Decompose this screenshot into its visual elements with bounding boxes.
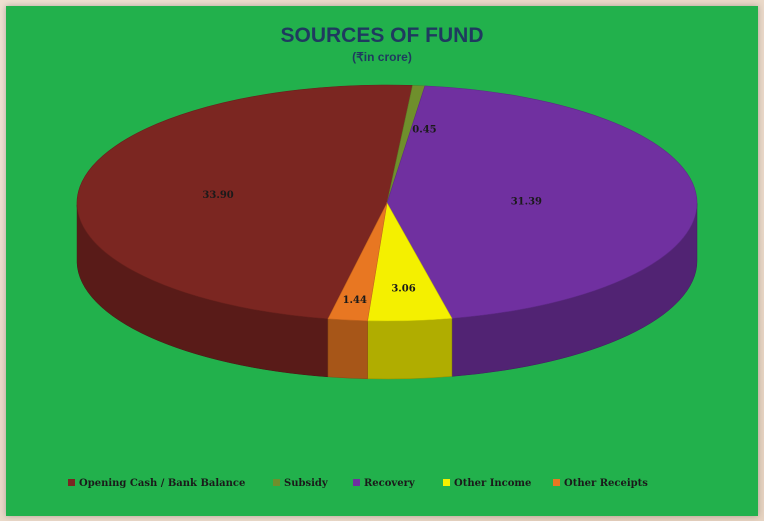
pie-slice-other-receipts bbox=[327, 202, 388, 322]
legend-swatch bbox=[353, 479, 360, 486]
legend-swatch bbox=[273, 479, 280, 486]
legend-label: Opening Cash / Bank Balance bbox=[79, 478, 245, 489]
pie-side-walls bbox=[76, 203, 698, 380]
legend-label: Recovery bbox=[364, 478, 416, 489]
legend-label: Other Receipts bbox=[564, 478, 648, 489]
data-label-other-income: 3.06 bbox=[391, 284, 415, 295]
legend-item-opening-cash-bank-balance: Opening Cash / Bank Balance bbox=[68, 478, 245, 489]
pie-chart: SOURCES OF FUND (₹in crore) 33.90 0.45 31.39… bbox=[68, 24, 698, 489]
chart-title: SOURCES OF FUND bbox=[280, 24, 483, 47]
data-label-other-receipts: 1.44 bbox=[343, 295, 367, 306]
pie-side-other-receipts bbox=[327, 318, 368, 380]
legend-swatch bbox=[443, 479, 450, 486]
chart-panel: SOURCES OF FUND (₹in crore) 33.90 0.45 31.39… bbox=[6, 6, 758, 516]
legend-item-recovery: Recovery bbox=[353, 478, 416, 489]
data-label-recovery: 31.39 bbox=[511, 197, 542, 208]
pie-slice-opening-cash-bank-balance bbox=[76, 84, 413, 320]
pie-slice-recovery bbox=[386, 85, 698, 319]
data-label-opening-cash-bank-balance: 33.90 bbox=[202, 190, 233, 201]
chart-subtitle: (₹in crore) bbox=[352, 50, 412, 64]
legend-swatch bbox=[68, 479, 75, 486]
legend-item-subsidy: Subsidy bbox=[273, 478, 329, 489]
data-label-subsidy: 0.45 bbox=[412, 124, 436, 135]
legend-label: Other Income bbox=[454, 478, 531, 489]
legend: Opening Cash / Bank Balance Subsidy Recove… bbox=[68, 478, 648, 489]
pie-top-faces bbox=[76, 84, 698, 322]
pie-side-other-income bbox=[367, 318, 453, 380]
legend-swatch bbox=[553, 479, 560, 486]
legend-item-other-income: Other Income bbox=[443, 478, 531, 489]
legend-label: Subsidy bbox=[284, 478, 329, 489]
legend-item-other-receipts: Other Receipts bbox=[553, 478, 648, 489]
